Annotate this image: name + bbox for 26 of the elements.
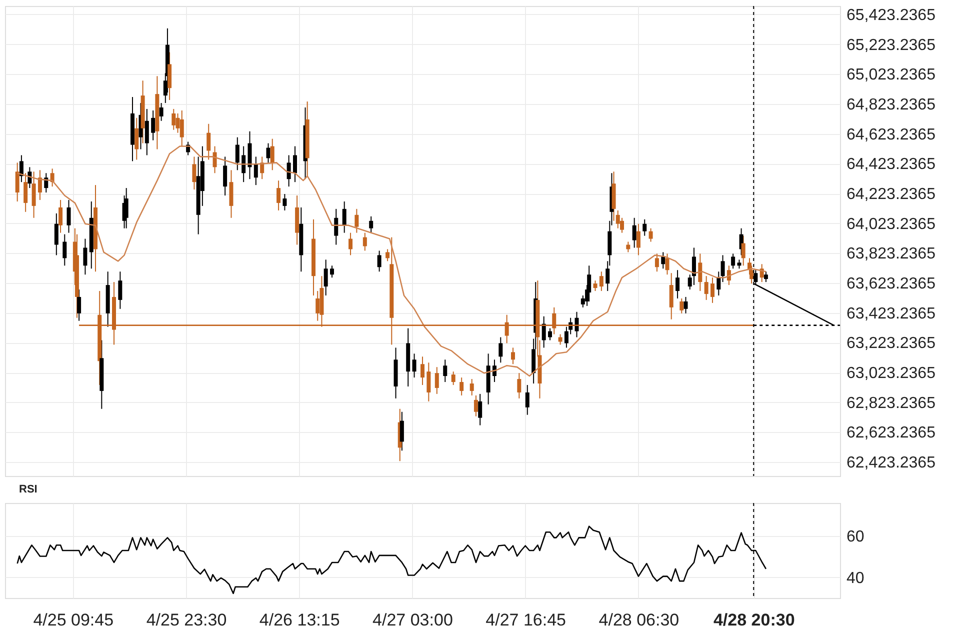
y-tick-label: 64,823.2365 bbox=[846, 96, 936, 114]
x-tick-label: 4/26 13:15 bbox=[259, 610, 340, 630]
y-tick-label: 63,223.2365 bbox=[846, 335, 936, 352]
y-tick-label: 63,623.2365 bbox=[846, 276, 936, 293]
y-tick-label: 62,823.2365 bbox=[846, 394, 936, 412]
y-tick-label: 64,423.2365 bbox=[846, 156, 936, 174]
y-tick-label: 62,623.2365 bbox=[846, 424, 936, 442]
y-tick-label: 63,823.2365 bbox=[846, 246, 936, 263]
y-tick-label: 63,423.2365 bbox=[846, 305, 936, 322]
x-tick-label: 4/25 23:30 bbox=[146, 610, 227, 630]
y-tick-label: 63,023.2365 bbox=[846, 365, 936, 382]
y-tick-label: 65,223.2365 bbox=[846, 36, 936, 54]
x-tick-label: 4/25 09:45 bbox=[33, 610, 114, 630]
y-tick-label: 64,623.2365 bbox=[846, 126, 936, 144]
chart-title: RSI bbox=[19, 484, 38, 496]
y-tick-label: 40 bbox=[846, 570, 864, 587]
y-tick-label: 64,223.2365 bbox=[846, 186, 936, 204]
x-tick-label: 4/28 06:30 bbox=[598, 610, 680, 630]
y-tick-label: 60 bbox=[846, 528, 864, 546]
x-tick-label: 4/28 20:30 bbox=[713, 610, 795, 630]
x-tick-label: 4/27 16:45 bbox=[486, 610, 566, 630]
y-tick-label: 64,023.2365 bbox=[846, 216, 936, 233]
y-tick-label: 62,423.2365 bbox=[846, 454, 936, 472]
y-tick-label: 65,423.2365 bbox=[846, 6, 936, 24]
y-tick-label: 65,023.2365 bbox=[846, 66, 936, 84]
x-tick-label: 4/27 03:00 bbox=[372, 610, 453, 630]
